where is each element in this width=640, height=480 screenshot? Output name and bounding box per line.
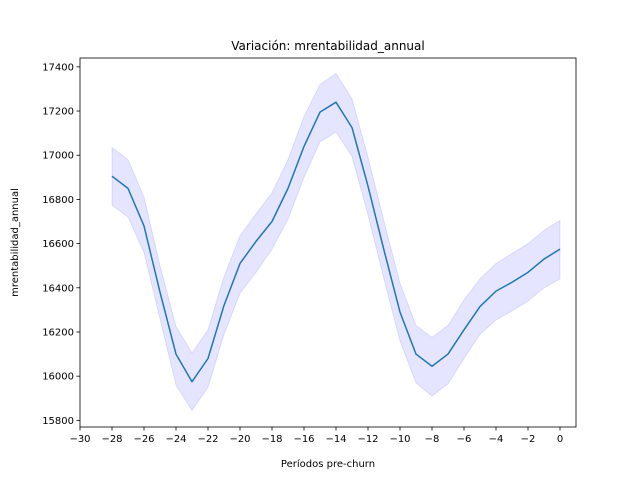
y-tick-label: 15800 [42,416,74,427]
x-axis-label: Períodos pre-churn [281,458,375,470]
x-tick-label: −10 [389,434,410,445]
x-tick-label: −14 [325,434,346,445]
y-tick-label: 17400 [42,62,74,73]
x-tick-label: −16 [293,434,314,445]
chart-title: Variación: mrentabilidad_annual [231,39,424,53]
y-tick-label: 16800 [42,195,74,206]
y-tick-label: 16200 [42,327,74,338]
y-tick-label: 17000 [42,151,74,162]
plot-frame [79,57,577,428]
y-tick-label: 16000 [42,372,74,383]
y-tick-label: 16600 [42,239,74,250]
series-line-layer [111,101,561,383]
x-tick-label: −28 [101,434,122,445]
y-tick-label: 17200 [42,107,74,118]
x-tick-label: −20 [229,434,250,445]
confidence-band-layer [111,72,561,412]
y-axis-label: mrentabilidad_annual [10,188,21,297]
confidence-band [111,72,561,412]
series-line [111,101,561,383]
x-tick-label: 0 [557,434,563,445]
x-axis: −30 −28 −26 −24 −22 −20 −18 −16 −14 −12 −10 −8 −6 −4−… [69,427,563,445]
y-tick-label: 16400 [42,283,74,294]
x-tick-label: −22 [197,434,218,445]
y-axis: 15800 16000 16200 16400 16600 16800 17000 17200… [42,62,80,427]
x-tick-label: −24 [165,434,186,445]
x-tick-label: −6 [457,434,472,445]
x-tick-label: −2 [521,434,536,445]
x-tick-label: −8 [425,434,440,445]
x-tick-label: −18 [261,434,282,445]
x-tick-label: −26 [133,434,154,445]
x-tick-label: −12 [357,434,378,445]
x-tick-label: −4 [489,434,504,445]
x-tick-label: −30 [69,434,90,445]
